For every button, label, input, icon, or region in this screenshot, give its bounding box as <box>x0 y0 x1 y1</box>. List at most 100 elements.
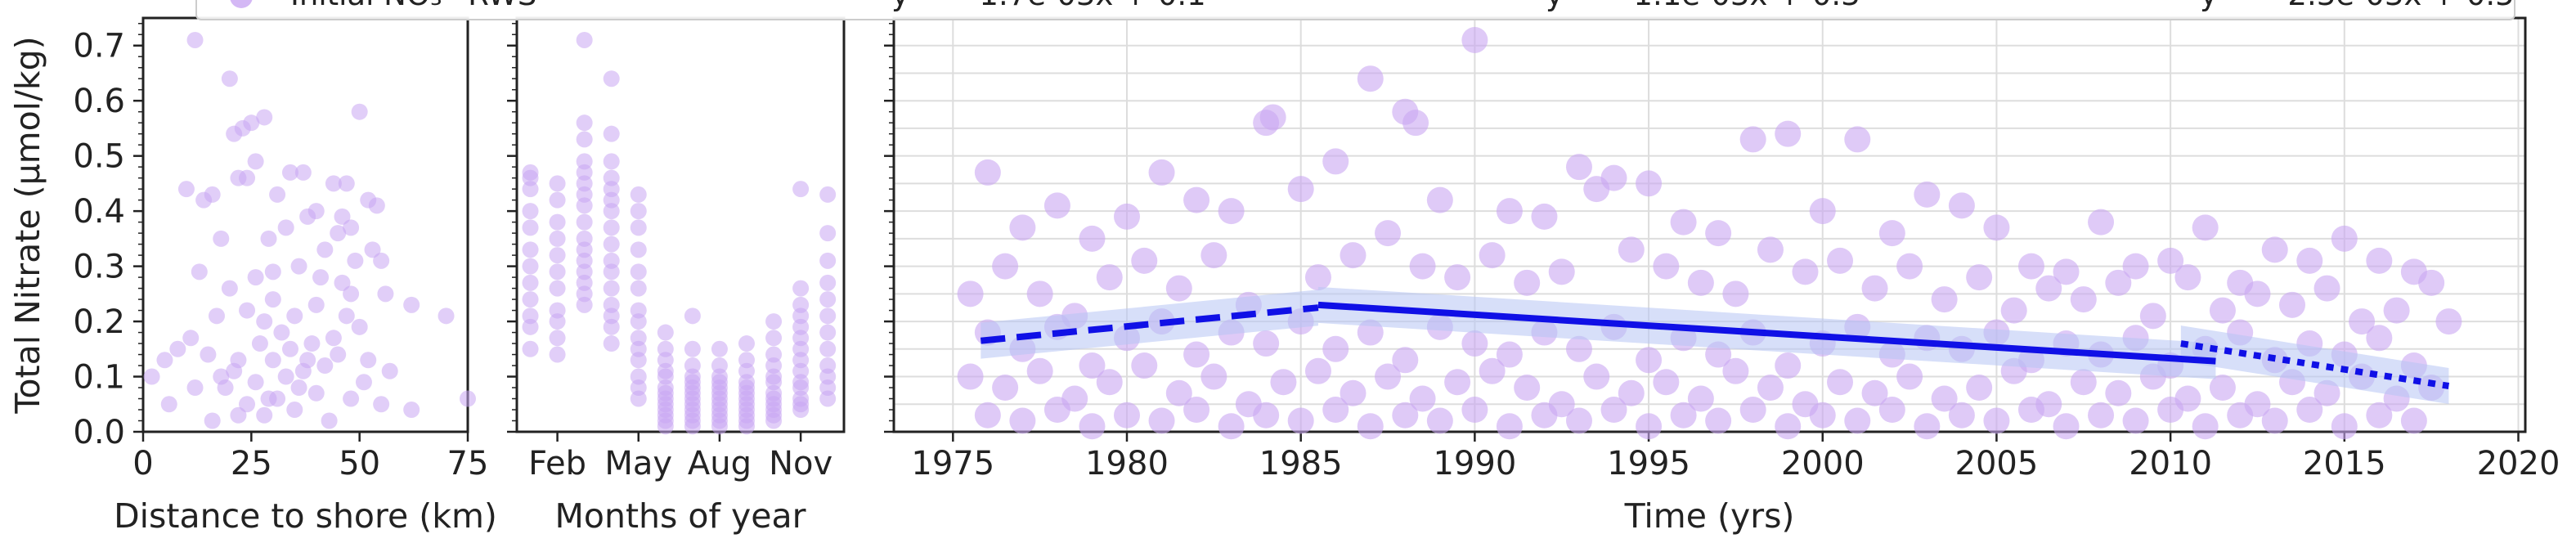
panel-months: Feb May Aug Nov Months of year <box>507 16 846 536</box>
data-point <box>256 406 273 424</box>
data-point <box>2331 225 2358 252</box>
data-point <box>351 318 368 335</box>
legend-equation-3: y = −2.3e-03x + 0.5 <box>2200 0 2515 12</box>
data-point <box>1565 335 1592 362</box>
data-point <box>1200 363 1227 390</box>
data-point <box>1896 253 1923 280</box>
data-point <box>1878 397 1905 424</box>
data-point <box>208 307 225 325</box>
data-point <box>522 291 539 308</box>
data-point <box>373 252 390 269</box>
data-point <box>1479 357 1506 384</box>
data-point <box>1183 341 1210 368</box>
data-point <box>522 219 539 236</box>
data-point <box>819 252 837 269</box>
data-point <box>2435 308 2462 335</box>
y-tick-label: 0.1 <box>73 359 125 397</box>
data-point <box>325 175 342 192</box>
data-point <box>684 340 701 357</box>
data-point <box>2157 397 2184 424</box>
data-point <box>549 175 566 192</box>
data-point <box>630 263 647 280</box>
data-point <box>1340 379 1367 406</box>
data-point <box>1392 402 1419 429</box>
data-point <box>576 213 593 231</box>
data-point <box>603 318 620 335</box>
data-point <box>549 313 566 330</box>
data-point <box>1931 385 1958 412</box>
data-point <box>738 418 755 435</box>
data-point <box>603 125 620 142</box>
data-point <box>1079 225 1106 252</box>
data-point <box>549 280 566 297</box>
data-point <box>1287 176 1314 203</box>
data-point <box>299 208 316 225</box>
data-point <box>1618 379 1645 406</box>
data-point <box>1548 258 1575 285</box>
data-point <box>213 368 230 385</box>
data-point <box>251 335 268 352</box>
data-point <box>2383 297 2410 324</box>
data-point <box>1340 242 1367 269</box>
data-point <box>1479 242 1506 269</box>
data-point <box>1722 357 1749 384</box>
data-point <box>355 374 372 391</box>
panel-distance: 0.0 0.1 0.2 0.3 0.4 0.5 0.6 0.7 0 25 50 75 Distance … <box>8 16 497 536</box>
data-point <box>303 335 321 352</box>
data-point <box>974 159 1001 186</box>
data-point <box>1426 407 1453 434</box>
data-point <box>438 307 455 325</box>
data-point <box>1402 110 1429 137</box>
data-point <box>1009 407 1036 434</box>
x-axis-label: Months of year <box>555 496 806 536</box>
data-point <box>2192 413 2219 440</box>
data-point <box>1618 236 1645 263</box>
data-point <box>269 186 286 203</box>
data-point <box>1653 253 1680 280</box>
data-point <box>1583 363 1610 390</box>
data-point <box>765 412 783 429</box>
data-point <box>549 330 566 347</box>
data-point <box>1496 198 1523 225</box>
x-tick-label: 50 <box>339 445 380 482</box>
panel-time: 1975 1980 1985 1990 1995 2000 2005 2010 2015 2020… <box>884 16 2560 536</box>
data-point <box>1722 280 1749 307</box>
data-point <box>630 352 647 369</box>
data-point <box>325 330 342 347</box>
data-point <box>2244 280 2271 307</box>
data-point <box>213 230 230 247</box>
data-point <box>1200 242 1227 269</box>
data-point <box>264 352 281 369</box>
data-point <box>239 169 256 186</box>
data-point <box>1792 258 1819 285</box>
data-point <box>1043 397 1070 424</box>
data-point <box>2139 303 2166 330</box>
legend-equation-1: y = −1.7e-03x + 0.1 <box>891 0 1206 12</box>
x-axis-label: Distance to shore (km) <box>114 496 497 536</box>
data-point <box>2088 209 2115 236</box>
data-point <box>2366 402 2393 429</box>
data-point <box>522 164 539 181</box>
data-point <box>281 340 298 357</box>
data-point <box>1461 330 1488 357</box>
trend-line-dotted <box>2180 340 2450 389</box>
data-point <box>286 307 303 325</box>
data-point <box>1304 357 1331 384</box>
data-point <box>819 307 837 325</box>
data-point <box>1114 203 1140 230</box>
data-point <box>657 418 674 435</box>
data-point <box>603 280 620 297</box>
data-point <box>351 103 368 120</box>
data-point <box>1565 154 1592 181</box>
data-point <box>1026 280 1053 307</box>
data-point <box>200 346 217 363</box>
data-point <box>1131 247 1158 274</box>
data-point <box>819 324 837 341</box>
data-point <box>603 263 620 280</box>
data-point <box>360 352 377 369</box>
data-point <box>1096 369 1123 396</box>
data-point <box>2366 325 2393 352</box>
data-point <box>1304 264 1331 291</box>
data-point <box>1827 247 1854 274</box>
data-point <box>343 285 360 303</box>
